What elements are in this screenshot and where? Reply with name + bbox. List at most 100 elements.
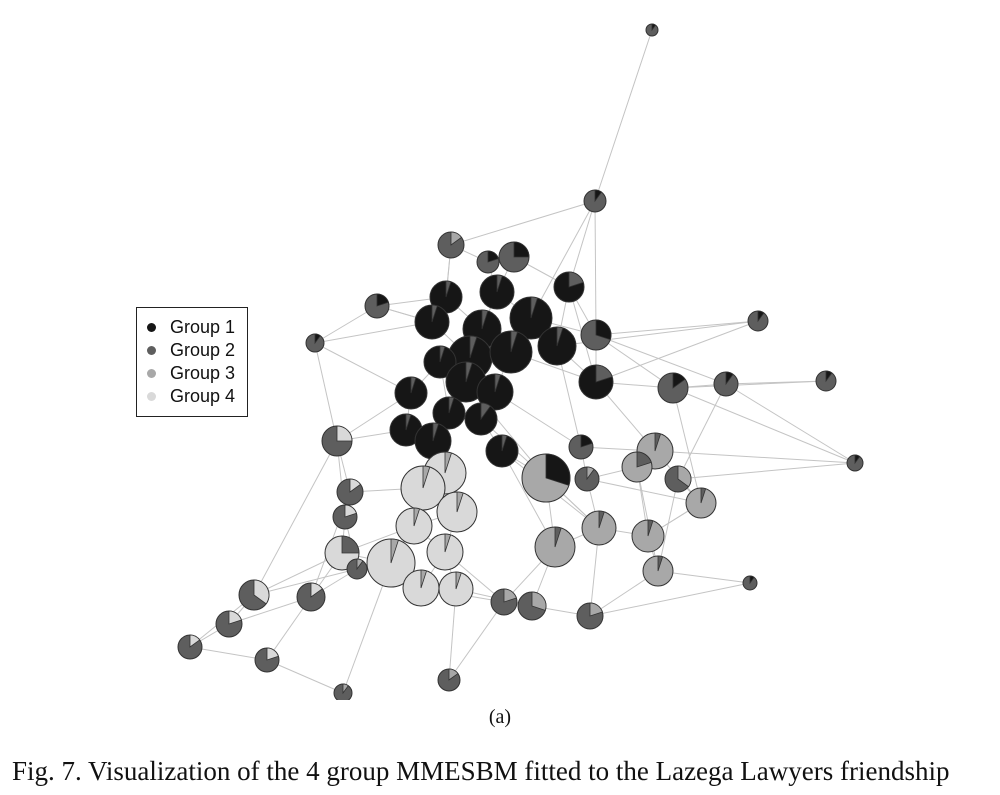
node-membership-slice	[654, 432, 662, 452]
node-membership-slice	[344, 504, 357, 518]
network-node	[490, 588, 518, 616]
network-node	[576, 602, 604, 630]
node-membership-slice	[503, 588, 517, 603]
legend-item-group-4: Group 4	[147, 385, 247, 408]
node-membership-slice	[456, 491, 464, 513]
node-membership-slice	[455, 571, 462, 590]
node-membership-slice	[481, 309, 489, 330]
network-edge	[672, 387, 702, 504]
network-node	[517, 591, 547, 621]
node-membership-slice	[390, 538, 399, 564]
network-edge	[595, 334, 727, 385]
node-membership-slice	[700, 487, 707, 504]
network-node	[296, 582, 326, 612]
legend-item-group-2: Group 2	[147, 339, 247, 362]
network-edge	[314, 321, 433, 344]
network-node	[553, 271, 585, 303]
node-membership-slice	[672, 372, 686, 389]
legend-label: Group 1	[170, 317, 236, 337]
node-membership-slice	[439, 345, 446, 363]
node-membership-slice	[636, 451, 652, 468]
network-node	[534, 526, 576, 568]
node-membership-slice	[465, 361, 473, 383]
node-membership-slice	[647, 519, 654, 537]
network-node	[333, 683, 353, 700]
legend-swatch	[147, 392, 156, 401]
node-membership-slice	[651, 23, 657, 32]
network-edge	[314, 342, 338, 442]
legend-label: Group 2	[170, 340, 236, 360]
node-membership-slice	[749, 575, 755, 585]
node-membership-slice	[657, 555, 664, 572]
node-membership-slice	[530, 296, 538, 319]
node-membership-slice	[487, 250, 499, 263]
node-membership-slice	[677, 465, 692, 488]
network-node	[485, 434, 519, 468]
network-edge	[189, 646, 268, 661]
network-diagram	[177, 23, 864, 700]
node-membership-slice	[422, 465, 431, 489]
network-node	[437, 668, 461, 692]
node-membership-slice	[586, 466, 595, 481]
node-membership-slice	[356, 558, 364, 571]
network-edge	[594, 29, 653, 202]
network-edge	[595, 320, 759, 336]
network-edge	[314, 342, 412, 394]
node-membership-slice	[725, 371, 734, 386]
node-membership-slice	[496, 274, 503, 293]
node-membership-slice	[480, 402, 491, 421]
network-node	[423, 345, 457, 379]
network-edge	[589, 582, 751, 617]
network-node	[498, 241, 530, 273]
node-membership-slice	[568, 271, 584, 288]
network-node	[642, 555, 674, 587]
network-edge	[725, 383, 856, 464]
node-membership-slice	[341, 535, 360, 554]
network-node	[521, 453, 571, 503]
network-node	[336, 478, 364, 506]
figure-caption: Fig. 7. Visualization of the 4 group MME…	[12, 756, 950, 786]
node-membership-slice	[531, 591, 547, 611]
network-node	[657, 372, 689, 404]
node-membership-slice	[757, 310, 765, 323]
node-membership-slice	[554, 526, 562, 548]
network-edge	[677, 462, 856, 480]
network-node	[464, 402, 498, 436]
network-node	[437, 231, 465, 259]
network-edge	[672, 380, 827, 389]
network-node	[346, 558, 368, 580]
network-node	[846, 454, 864, 472]
node-membership-slice	[310, 582, 323, 598]
network-node	[578, 364, 614, 400]
node-membership-slice	[189, 634, 201, 648]
legend-swatch	[147, 323, 156, 332]
node-membership-slice	[228, 610, 242, 625]
network-edge	[266, 659, 344, 694]
node-membership-slice	[376, 293, 389, 307]
node-membership-slice	[432, 422, 440, 442]
node-membership-slice	[253, 579, 270, 605]
node-membership-slice	[598, 510, 605, 529]
node-membership-slice	[314, 333, 321, 345]
node-membership-slice	[510, 330, 518, 353]
network-edge	[595, 334, 674, 389]
network-node	[815, 370, 837, 392]
network-edge	[448, 601, 505, 681]
network-node	[713, 371, 739, 397]
node-membership-slice	[420, 569, 428, 589]
node-membership-slice	[595, 364, 613, 383]
node-membership-slice	[448, 396, 455, 414]
node-membership-slice	[336, 425, 353, 442]
network-node	[414, 422, 452, 460]
node-membership-slice	[342, 683, 349, 695]
node-membership-slice	[405, 413, 412, 431]
network-node	[432, 396, 466, 430]
network-edge	[677, 383, 727, 480]
network-node	[476, 373, 514, 411]
node-membership-slice	[854, 454, 861, 465]
network-edge	[586, 478, 702, 504]
network-edge	[253, 440, 338, 596]
network-edge	[530, 200, 596, 319]
network-node	[402, 569, 440, 607]
network-edge	[657, 478, 679, 572]
